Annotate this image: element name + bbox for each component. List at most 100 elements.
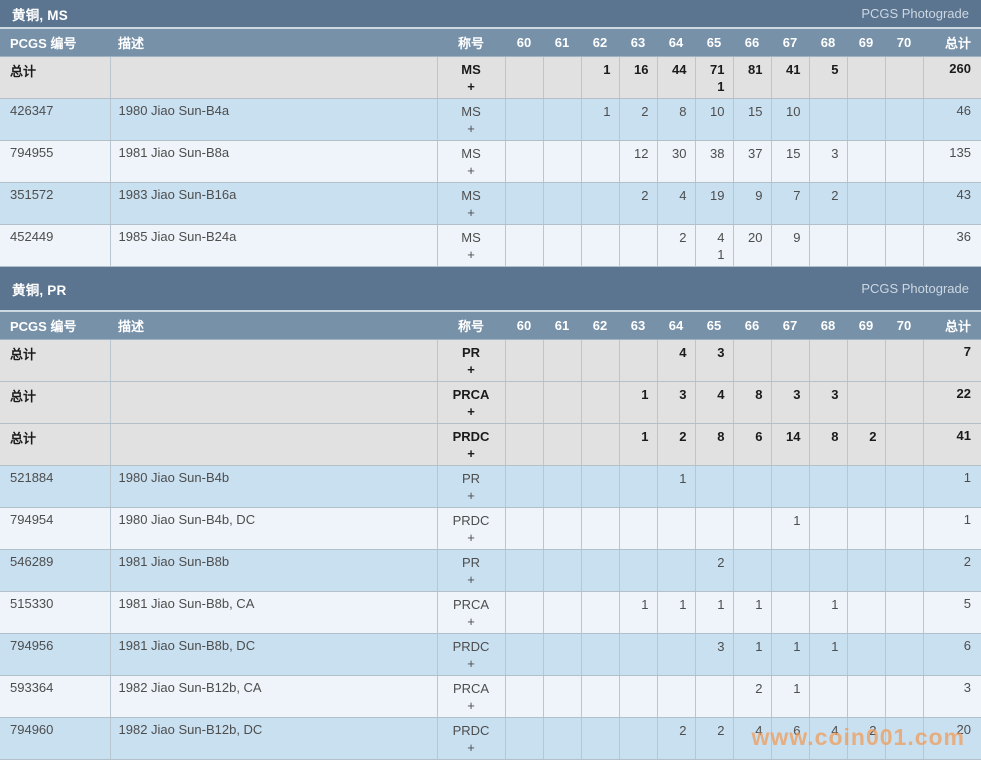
- grade-cell-70: [885, 182, 924, 225]
- column-header-grade-70: 70: [885, 29, 923, 57]
- table-row: 794954 1980 Jiao Sun-B4b, DC PRDC + 1 1: [0, 507, 981, 550]
- table-row: 546289 1981 Jiao Sun-B8b PR + 2 2: [0, 549, 981, 592]
- pcgs-number-link[interactable]: 521884: [0, 465, 111, 508]
- pcgs-number-link[interactable]: 593364: [0, 675, 111, 718]
- pcgs-number-link[interactable]: 794955: [0, 140, 111, 183]
- row-total-cell: 7: [923, 339, 981, 382]
- grade-cell-61: [543, 224, 582, 267]
- grade-cell-68: [809, 224, 848, 267]
- pcgs-number-link[interactable]: 794956: [0, 633, 111, 676]
- grade-cell-60: [505, 224, 544, 267]
- grade-cell-63: [619, 717, 658, 760]
- table-row: 794955 1981 Jiao Sun-B8a MS + 12 30 38 37 1…: [0, 140, 981, 183]
- grade-cell-65: 4: [695, 381, 734, 424]
- grade-cell-66: 15: [733, 98, 772, 141]
- grade-cell-63: [619, 465, 658, 508]
- pcgs-number-link[interactable]: 515330: [0, 591, 111, 634]
- grade-cell-67: [771, 591, 810, 634]
- description-cell: 1980 Jiao Sun-B4b, DC: [110, 507, 438, 550]
- total-row: 总计 PRCA + 1 3 4 8 3 3 22: [0, 381, 981, 424]
- grade-cell-66: 2: [733, 675, 772, 718]
- grade-cell-66: 20: [733, 224, 772, 267]
- grade-cell-69: [847, 56, 886, 99]
- column-header-pcgs: PCGS 编号: [0, 312, 110, 340]
- grade-cell-69: [847, 224, 886, 267]
- grade-cell-60: [505, 507, 544, 550]
- grade-cell-61: [543, 182, 582, 225]
- grade-cell-68: 3: [809, 140, 848, 183]
- grade-cell-63: [619, 507, 658, 550]
- pcgs-number-link[interactable]: 546289: [0, 549, 111, 592]
- column-header-grade-67: 67: [771, 312, 809, 340]
- grade-cell-67: [771, 339, 810, 382]
- column-header-grade-67: 67: [771, 29, 809, 57]
- description-cell: [110, 339, 438, 382]
- grade-cell-63: [619, 675, 658, 718]
- grade-cell-64: 1: [657, 465, 696, 508]
- grade-cell-63: 1: [619, 591, 658, 634]
- grade-cell-62: [581, 224, 620, 267]
- description-cell: 1982 Jiao Sun-B12b, DC: [110, 717, 438, 760]
- grade-cell-69: [847, 339, 886, 382]
- grade-cell-60: [505, 633, 544, 676]
- grade-cell-68: 4: [809, 717, 848, 760]
- column-header-grade-62: 62: [581, 29, 619, 57]
- grade-cell-62: [581, 140, 620, 183]
- pcgs-number-link[interactable]: 426347: [0, 98, 111, 141]
- grade-cell-69: 2: [847, 423, 886, 466]
- column-header-grade-62: 62: [581, 312, 619, 340]
- pcgs-number-link[interactable]: 452449: [0, 224, 111, 267]
- grade-cell-67: 14: [771, 423, 810, 466]
- grade-cell-65: 3: [695, 633, 734, 676]
- grade-cell-67: 9: [771, 224, 810, 267]
- pcgs-number-link[interactable]: 794960: [0, 717, 111, 760]
- grade-cell-65: 8: [695, 423, 734, 466]
- grade-cell-61: [543, 717, 582, 760]
- grade-cell-63: [619, 339, 658, 382]
- designation-cell: MS +: [437, 140, 506, 183]
- grade-cell-69: [847, 591, 886, 634]
- column-header-grade-64: 64: [657, 312, 695, 340]
- designation-cell: PRCA +: [437, 381, 506, 424]
- total-label: 总计: [0, 56, 111, 99]
- photograde-link[interactable]: PCGS Photograde: [861, 281, 969, 296]
- grade-cell-69: [847, 140, 886, 183]
- table-row: 794960 1982 Jiao Sun-B12b, DC PRDC + 2 2 4 …: [0, 717, 981, 760]
- total-row: 总计 PRDC + 1 2 8 6 14 8 2 41: [0, 423, 981, 466]
- grade-cell-62: [581, 507, 620, 550]
- grade-cell-65: 2: [695, 717, 734, 760]
- pcgs-number-link[interactable]: 794954: [0, 507, 111, 550]
- table-row: 593364 1982 Jiao Sun-B12b, CA PRCA + 2 1 3: [0, 675, 981, 718]
- grade-cell-62: [581, 549, 620, 592]
- description-cell: 1983 Jiao Sun-B16a: [110, 182, 438, 225]
- designation-cell: PRCA +: [437, 591, 506, 634]
- section-title-pr: 黄铜, PR: [12, 282, 67, 298]
- table-header-row: PCGS 编号 描述 称号 60 61 62 63 64 65 66 67 68 69 70 总计: [0, 312, 981, 340]
- grade-cell-63: [619, 549, 658, 592]
- column-header-grade-68: 68: [809, 29, 847, 57]
- grade-cell-70: [885, 465, 924, 508]
- grade-cell-64: 8: [657, 98, 696, 141]
- column-header-grade-66: 66: [733, 312, 771, 340]
- grade-cell-60: [505, 591, 544, 634]
- photograde-link[interactable]: PCGS Photograde: [861, 6, 969, 21]
- section-brass-ms: 黄铜, MS PCGS Photograde PCGS 编号 描述 称号 60 61 62…: [0, 0, 981, 267]
- row-total-cell: 5: [923, 591, 981, 634]
- grade-cell-61: [543, 56, 582, 99]
- grade-cell-68: 1: [809, 633, 848, 676]
- row-total-cell: 3: [923, 675, 981, 718]
- grade-cell-68: 5: [809, 56, 848, 99]
- grade-cell-67: [771, 465, 810, 508]
- description-cell: 1981 Jiao Sun-B8a: [110, 140, 438, 183]
- column-header-total: 总计: [923, 312, 981, 340]
- grade-cell-70: [885, 381, 924, 424]
- grade-cell-62: [581, 381, 620, 424]
- pcgs-number-link[interactable]: 351572: [0, 182, 111, 225]
- grade-cell-70: [885, 507, 924, 550]
- grade-cell-62: [581, 633, 620, 676]
- description-cell: 1981 Jiao Sun-B8b, CA: [110, 591, 438, 634]
- grade-cell-64: 4: [657, 339, 696, 382]
- grade-cell-68: 1: [809, 591, 848, 634]
- column-header-designation: 称号: [437, 312, 505, 340]
